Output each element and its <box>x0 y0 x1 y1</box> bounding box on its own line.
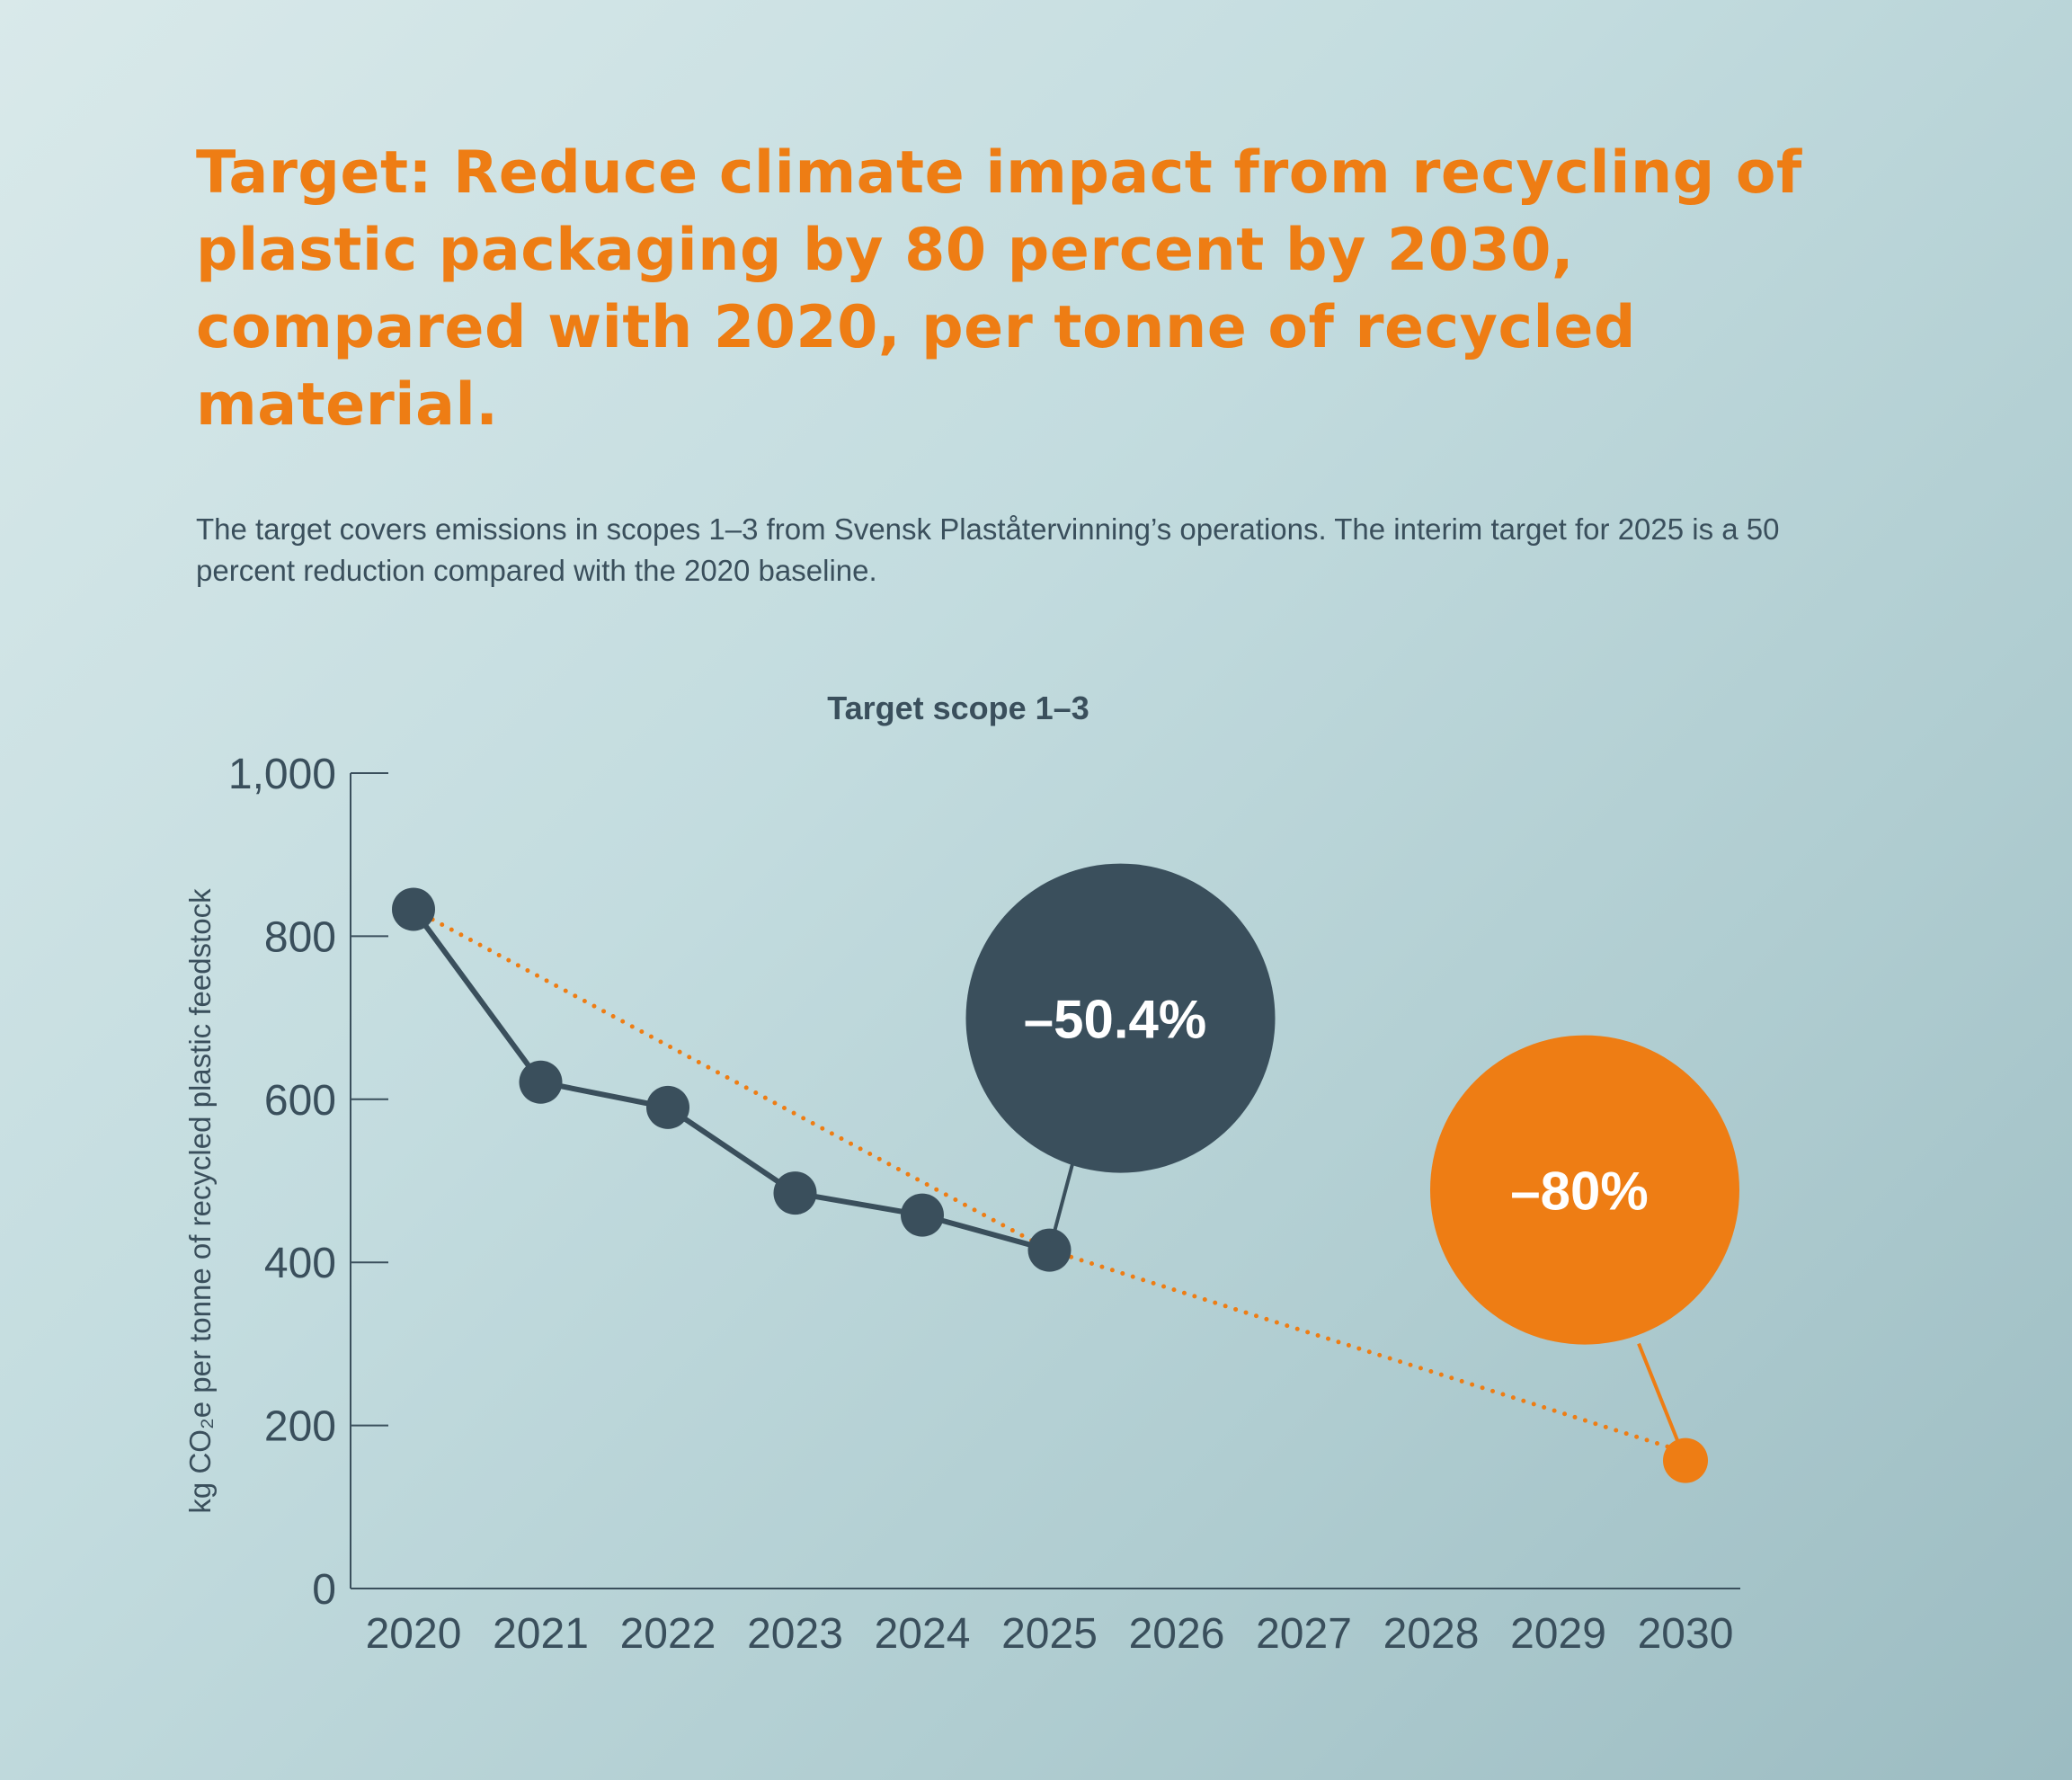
x-tick-label: 2023 <box>747 1610 843 1658</box>
y-axis-label: kg CO₂e per tonne of recycled plastic fe… <box>183 888 217 1514</box>
actual-data-point <box>646 1085 689 1129</box>
actual-data-point <box>392 887 435 931</box>
x-tick-label: 2021 <box>493 1610 589 1658</box>
x-tick-label: 2020 <box>366 1610 462 1658</box>
actual-data-point <box>901 1193 944 1237</box>
page-subtitle: The target covers emissions in scopes 1–… <box>196 512 1780 587</box>
x-tick-label: 2027 <box>1256 1610 1352 1658</box>
page-title: Target: Reduce climate impact from recyc… <box>196 139 1802 439</box>
x-axis: 2020 2021 2022 2023 2024 2025 2026 2027 2028 2029… <box>351 1588 1740 1658</box>
x-tick-label: 2030 <box>1638 1610 1734 1658</box>
x-tick-label: 2025 <box>1001 1610 1098 1658</box>
annotation-label: –50.4% <box>1024 990 1207 1050</box>
y-axis: 0 200 400 600 800 1,000 <box>228 751 388 1614</box>
annotation-leader-line <box>1637 1342 1687 1462</box>
annotation-label: –80% <box>1510 1161 1648 1222</box>
actual-data-point <box>773 1171 817 1215</box>
actual-emissions-line <box>411 907 1051 1253</box>
annotation-layer: –50.4% –80% <box>965 863 1739 1462</box>
chart-title: Target scope 1–3 <box>827 690 1089 726</box>
y-tick-label: 1,000 <box>228 751 336 798</box>
annotation-bubble-2030 <box>1430 1035 1739 1345</box>
annotation-bubble-2025 <box>965 863 1276 1173</box>
y-tick-label: 0 <box>312 1566 336 1614</box>
actual-data-point <box>519 1060 563 1104</box>
y-tick-label: 400 <box>264 1240 336 1287</box>
x-tick-label: 2026 <box>1129 1610 1225 1658</box>
x-tick-label: 2022 <box>620 1610 716 1658</box>
x-tick-label: 2028 <box>1383 1610 1480 1658</box>
x-tick-label: 2029 <box>1510 1610 1606 1658</box>
y-tick-label: 600 <box>264 1077 336 1125</box>
x-tick-label: 2024 <box>875 1610 971 1658</box>
y-tick-label: 800 <box>264 913 336 961</box>
y-tick-label: 200 <box>264 1403 336 1451</box>
